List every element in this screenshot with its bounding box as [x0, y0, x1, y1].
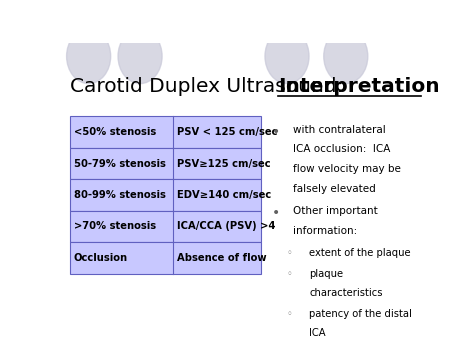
- Text: PSV≥125 cm/sec: PSV≥125 cm/sec: [177, 159, 271, 169]
- Text: characteristics: characteristics: [309, 288, 383, 298]
- Text: flow velocity may be: flow velocity may be: [292, 164, 401, 174]
- Text: ◦: ◦: [287, 248, 293, 258]
- Text: Carotid Duplex Ultrasound:: Carotid Duplex Ultrasound:: [70, 77, 350, 96]
- Text: ◦: ◦: [287, 310, 293, 320]
- Text: with contralateral: with contralateral: [292, 125, 385, 135]
- Text: EDV≥140 cm/sec: EDV≥140 cm/sec: [177, 190, 271, 200]
- Text: PSV < 125 cm/sec: PSV < 125 cm/sec: [177, 127, 277, 137]
- FancyBboxPatch shape: [70, 148, 261, 179]
- Ellipse shape: [118, 29, 162, 84]
- Text: ICA/CCA (PSV) >4: ICA/CCA (PSV) >4: [177, 222, 275, 231]
- Text: •: •: [272, 125, 281, 138]
- Text: ICA: ICA: [309, 328, 326, 338]
- FancyBboxPatch shape: [70, 116, 261, 148]
- Text: ◦: ◦: [287, 269, 293, 279]
- Text: extent of the plaque: extent of the plaque: [309, 248, 410, 258]
- Text: <50% stenosis: <50% stenosis: [74, 127, 156, 137]
- Ellipse shape: [324, 29, 368, 84]
- Text: Interpretation: Interpretation: [278, 77, 439, 96]
- Text: 50-79% stenosis: 50-79% stenosis: [74, 159, 166, 169]
- FancyBboxPatch shape: [70, 242, 261, 274]
- Text: ICA occlusion:  ICA: ICA occlusion: ICA: [292, 144, 390, 154]
- Text: falsely elevated: falsely elevated: [292, 184, 375, 193]
- Text: Occlusion: Occlusion: [74, 253, 128, 263]
- Ellipse shape: [66, 29, 110, 84]
- FancyBboxPatch shape: [70, 179, 261, 211]
- Text: >70% stenosis: >70% stenosis: [74, 222, 156, 231]
- Text: •: •: [272, 206, 281, 220]
- Ellipse shape: [265, 29, 309, 84]
- Text: patency of the distal: patency of the distal: [309, 310, 412, 320]
- FancyBboxPatch shape: [70, 211, 261, 242]
- Text: 80-99% stenosis: 80-99% stenosis: [74, 190, 166, 200]
- Text: plaque: plaque: [309, 269, 343, 279]
- Text: information:: information:: [292, 226, 357, 236]
- Text: Absence of flow: Absence of flow: [177, 253, 266, 263]
- Text: Other important: Other important: [292, 206, 377, 216]
